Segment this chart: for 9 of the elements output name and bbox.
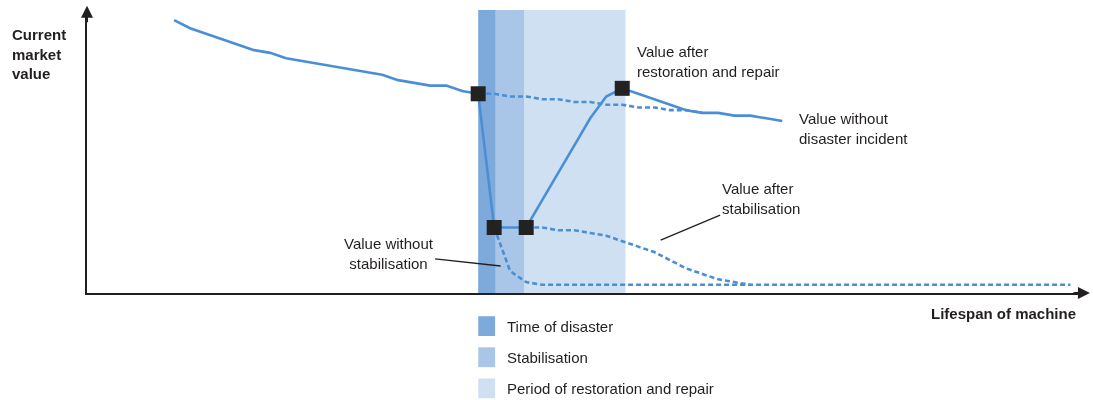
annotation: Value without disaster incident xyxy=(799,110,909,147)
text: Time of disaster xyxy=(507,318,614,335)
annotation: Value without stabilisation xyxy=(344,235,434,272)
y-axis-title: Current market value xyxy=(12,26,67,82)
annotation: Value after stabilisation xyxy=(722,180,801,217)
text: Stabilisation xyxy=(507,349,588,366)
text: Period of restoration and repair xyxy=(507,380,714,397)
annotation: Value after restoration and repair xyxy=(637,43,780,80)
x-axis-title: Lifespan of machine xyxy=(931,305,1077,322)
